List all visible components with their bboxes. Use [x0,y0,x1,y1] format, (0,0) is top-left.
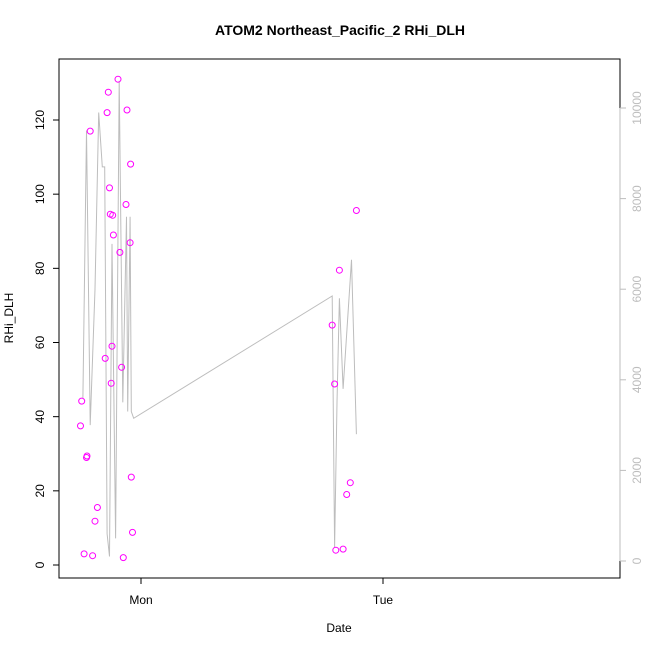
data-point [352,207,360,214]
data-point [331,380,339,388]
data-point [346,479,354,487]
data-point [343,491,351,498]
data-point [86,127,94,135]
y-tick-label: 120 [33,110,47,130]
chart-title: ATOM2 Northeast_Pacific_2 RHi_DLH [215,22,465,38]
data-point [108,342,116,350]
y-axis-left: 0 20 40 60 80 100 120 [33,110,60,568]
data-point [339,545,347,553]
y-tick-label: 0 [33,561,47,568]
data-point [106,184,113,192]
data-point [89,552,97,560]
data-point [118,363,126,371]
y-tick-label: 40 [33,410,47,424]
y2-tick-label: 2000 [630,457,644,484]
x-tick-label: Mon [129,593,152,607]
y-tick-label: 100 [33,184,47,204]
data-point [83,452,91,460]
data-point [109,231,117,239]
data-point [116,248,124,256]
x-axis-label: Date [326,621,352,635]
y2-tick-label: 8000 [630,185,644,212]
data-point [103,109,111,117]
y-axis-label: RHi_DLH [2,293,16,344]
data-point [91,517,99,525]
data-point [126,239,134,247]
y2-tick-label: 4000 [630,366,644,393]
data-point [109,211,117,219]
data-point [127,473,135,481]
series-line-group [82,80,357,557]
data-point [114,75,122,83]
data-point [93,504,101,511]
y-axis-right: 0 2000 4000 6000 8000 10000 [619,91,644,564]
y2-tick-label: 0 [630,557,644,564]
y-tick-label: 60 [33,336,47,350]
y2-tick-label: 6000 [630,276,644,303]
data-point [119,554,127,562]
data-point [335,266,343,274]
data-point [78,397,86,405]
data-point [107,379,115,387]
data-point [332,546,340,554]
series-line [82,80,357,557]
data-point [122,201,130,208]
data-point [101,354,109,362]
series-points-group [77,75,360,562]
data-point [129,528,136,536]
data-point [104,88,112,96]
data-point [328,321,336,329]
y2-tick-label: 10000 [630,91,644,125]
data-point [123,106,131,114]
data-point [80,550,88,558]
x-tick-label: Tue [373,593,394,607]
x-axis: Mon Tue [129,577,394,607]
data-point [77,422,84,430]
data-point [127,160,135,168]
y-tick-label: 20 [33,484,47,498]
y-tick-label: 80 [33,261,47,275]
